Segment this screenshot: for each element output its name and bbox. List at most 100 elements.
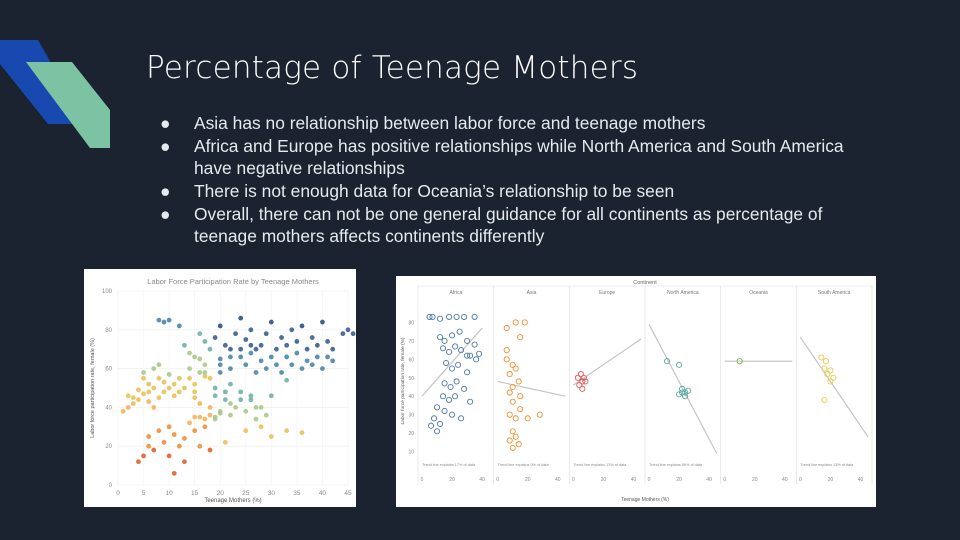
data-point bbox=[441, 407, 448, 415]
data-point bbox=[509, 383, 516, 391]
data-point bbox=[156, 375, 162, 381]
data-point bbox=[258, 358, 264, 364]
x-tick-label: 0 bbox=[496, 477, 499, 483]
data-point bbox=[253, 405, 259, 410]
data-point bbox=[141, 375, 146, 381]
data-point bbox=[202, 373, 208, 379]
data-point bbox=[458, 415, 465, 422]
y-tick-label: 0 bbox=[109, 483, 113, 489]
bullet-item: ● Africa and Europe has positive relation… bbox=[160, 135, 850, 179]
x-tick-label: 20 bbox=[676, 477, 682, 483]
slide-title: Percentage of Teenage Mothers bbox=[146, 50, 639, 86]
data-point bbox=[455, 361, 462, 368]
data-point bbox=[146, 434, 152, 439]
data-point bbox=[827, 378, 834, 385]
data-point bbox=[456, 328, 463, 335]
data-point bbox=[187, 350, 192, 356]
data-point bbox=[284, 342, 290, 348]
trend-line bbox=[799, 336, 869, 438]
x-tick-label: 0 bbox=[572, 477, 575, 483]
data-point bbox=[187, 366, 192, 371]
data-point bbox=[461, 385, 468, 392]
y-tick-label: 60 bbox=[105, 367, 112, 373]
x-axis-label: Teenage Mothers (%) bbox=[204, 498, 261, 504]
x-tick-label: 20 bbox=[752, 477, 758, 483]
data-point bbox=[171, 393, 177, 399]
data-point bbox=[182, 459, 187, 465]
data-point bbox=[574, 374, 581, 381]
data-point bbox=[506, 411, 513, 418]
data-point bbox=[207, 412, 213, 418]
trend-line bbox=[421, 327, 483, 397]
data-point bbox=[243, 408, 249, 414]
data-point bbox=[509, 398, 516, 405]
data-point bbox=[197, 414, 203, 420]
data-point bbox=[233, 405, 238, 410]
data-point bbox=[676, 391, 683, 398]
data-point bbox=[320, 366, 325, 371]
facet-panel-africa: Africa 0 20 40 Trend line explains 17% of da… bbox=[417, 286, 485, 484]
data-point bbox=[192, 389, 198, 395]
data-point bbox=[217, 410, 223, 416]
data-point bbox=[202, 416, 208, 422]
data-point bbox=[464, 352, 471, 359]
data-point bbox=[192, 428, 198, 434]
data-point bbox=[156, 362, 162, 368]
data-point bbox=[345, 327, 351, 333]
data-point bbox=[582, 378, 589, 385]
data-point bbox=[506, 437, 513, 444]
x-tick-label: 15 bbox=[191, 490, 199, 497]
data-point bbox=[314, 354, 320, 360]
data-point bbox=[207, 375, 213, 381]
data-point bbox=[453, 313, 460, 320]
data-point bbox=[473, 356, 480, 363]
data-point bbox=[120, 408, 126, 414]
data-point bbox=[238, 315, 244, 321]
data-point bbox=[166, 424, 172, 430]
x-tick-label: 40 bbox=[319, 490, 327, 497]
data-point bbox=[663, 358, 671, 365]
data-point bbox=[453, 378, 460, 385]
data-point bbox=[248, 393, 254, 399]
data-point bbox=[263, 366, 269, 371]
data-point bbox=[679, 385, 686, 392]
data-point bbox=[228, 401, 233, 406]
data-point bbox=[446, 396, 453, 403]
chart-title: Labor Force Participation Rate by Teenag… bbox=[147, 277, 319, 286]
data-point bbox=[258, 342, 264, 348]
data-point bbox=[146, 399, 152, 404]
data-point bbox=[443, 359, 450, 367]
data-point bbox=[248, 327, 254, 333]
data-point bbox=[304, 346, 310, 352]
data-point bbox=[176, 443, 182, 449]
data-point bbox=[294, 350, 300, 356]
data-point bbox=[253, 416, 259, 422]
data-point bbox=[228, 381, 233, 387]
data-point bbox=[151, 405, 157, 410]
x-tick-label: 0 bbox=[421, 477, 424, 483]
data-point bbox=[436, 420, 444, 427]
data-point bbox=[197, 356, 203, 362]
data-point bbox=[320, 319, 325, 325]
data-point bbox=[141, 370, 146, 375]
data-point bbox=[506, 389, 513, 396]
y-axis-label: Labor force participation rate, female (… bbox=[90, 338, 96, 438]
data-point bbox=[682, 389, 689, 396]
y-tick-label: 80 bbox=[105, 328, 112, 334]
y-tick-label: 100 bbox=[102, 289, 113, 295]
facet-label: Asia bbox=[527, 290, 537, 296]
y-tick-label: 70 bbox=[408, 339, 414, 345]
data-point bbox=[151, 366, 157, 371]
x-tick-label: 40 bbox=[479, 477, 485, 483]
data-point bbox=[509, 361, 516, 368]
bullet-item: ● There is not enough data for Oceania’s … bbox=[160, 180, 850, 202]
data-point bbox=[685, 387, 692, 394]
data-point bbox=[176, 375, 182, 381]
data-point bbox=[166, 385, 172, 391]
data-point bbox=[515, 441, 522, 448]
x-tick-label: 0 bbox=[648, 477, 651, 483]
data-point bbox=[441, 380, 448, 387]
scatter-chart-by-continent: Continent 10 20 30 40 50 60 70 80 Labor force par… bbox=[396, 276, 876, 507]
data-point bbox=[161, 389, 167, 395]
data-point bbox=[243, 362, 249, 368]
